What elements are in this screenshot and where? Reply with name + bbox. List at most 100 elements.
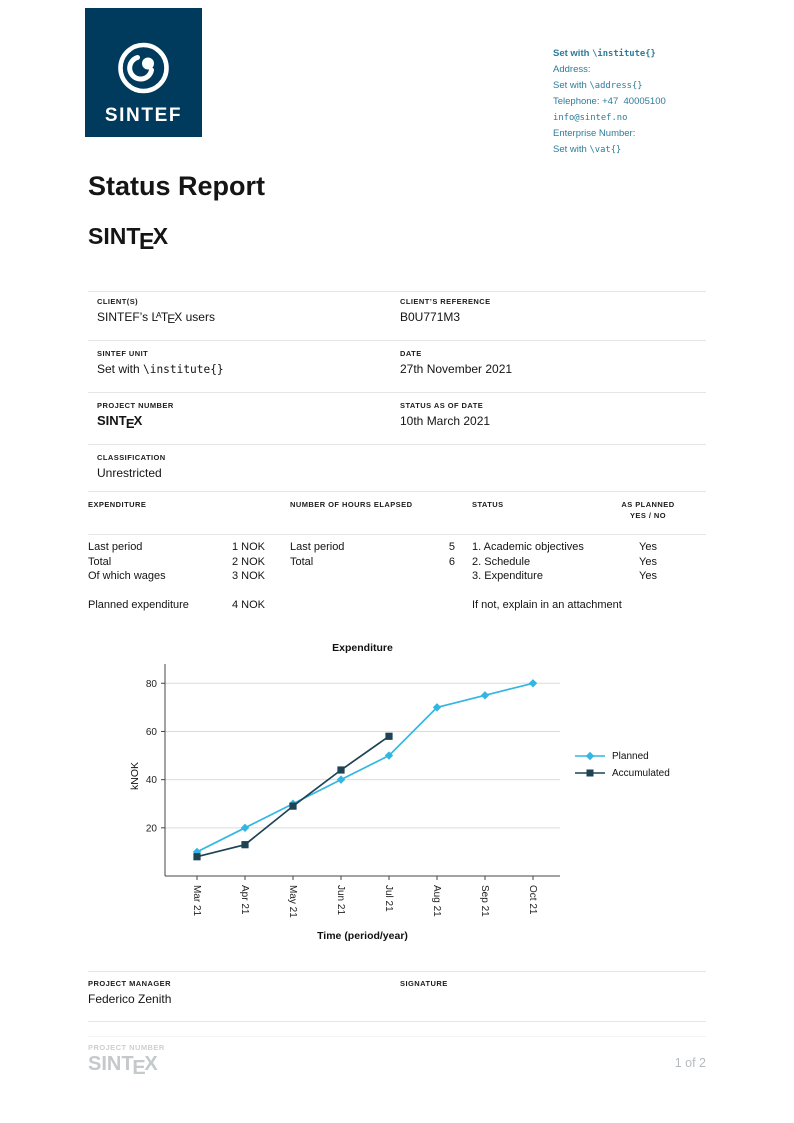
table-row: 1. Academic objectives: [472, 541, 584, 553]
table-row: 3. Expenditure: [472, 570, 543, 583]
divider: [88, 1021, 706, 1022]
date-label: DATE: [400, 349, 422, 358]
row-value: 4 NOK: [231, 598, 265, 611]
divider: [88, 491, 706, 492]
marker-diamond: [240, 823, 250, 833]
contact-enterprise-label: Enterprise Number:: [553, 128, 636, 139]
row-value: 1 NOK: [231, 541, 265, 553]
contact-address: Set with \address{}: [553, 78, 733, 94]
latex-t: T: [160, 310, 169, 324]
table-row: 2. Schedule: [472, 555, 531, 568]
marker-diamond: [528, 679, 538, 688]
marker-diamond: [480, 691, 490, 700]
project-logo-pre: SINT: [88, 223, 141, 249]
series-accumulated: [196, 735, 390, 858]
as-planned-header: AS PLANNED YES / NO: [603, 499, 693, 521]
footer-project-logo: SINTEX: [88, 1053, 158, 1079]
expenditure-header: EXPENDITURE: [88, 500, 147, 509]
row-label: Last period: [88, 541, 143, 553]
divider: [88, 392, 706, 393]
footer-pn-e: E: [132, 1057, 146, 1080]
divider: [88, 340, 706, 341]
as-planned-line1: AS PLANNED: [621, 500, 675, 509]
x-tick-label: Jun 21: [335, 885, 346, 915]
legend-label: Accumulated: [612, 767, 670, 779]
divider: [88, 444, 706, 445]
hours-column: Last period 5 Total 6: [290, 540, 455, 569]
yes-no-value: Yes: [639, 541, 657, 553]
x-tick-label: Sep 21: [479, 885, 490, 917]
as-planned-line2: YES / NO: [629, 511, 667, 520]
contact-institute: Set with \institute{}: [553, 46, 733, 62]
row-label: Total: [88, 555, 112, 568]
project-manager-name: Federico Zenith: [88, 992, 172, 1006]
contact-block: Set with \institute{} Address: Set with …: [553, 46, 733, 158]
sintef-logo-icon: [118, 42, 169, 94]
sintef-logo-text: SINTEF: [104, 105, 183, 126]
page-indicator: 1 of 2: [674, 1056, 706, 1070]
unit-value: Set with \institute{}: [97, 362, 224, 376]
x-tick-label: Jul 21: [383, 885, 394, 912]
table-row: Total 2 NOK: [88, 555, 265, 570]
y-tick-label: 60: [146, 727, 158, 738]
status-column: 1. Academic objectives 2. Schedule 3. Ex…: [472, 540, 622, 612]
clients-value: SINTEF’s LATEX users: [97, 310, 215, 327]
row-label: Of which wages: [88, 570, 166, 583]
contact-email: info@sintef.no: [553, 113, 628, 123]
project-number-value: SINTEX: [97, 413, 143, 431]
hours-header: NUMBER OF HOURS ELAPSED: [290, 500, 413, 509]
clients-value-pre: SINTEF’s: [97, 310, 152, 324]
marker-square: [289, 802, 297, 810]
client-ref-label: CLIENT’S REFERENCE: [400, 297, 491, 306]
project-number-label: PROJECT NUMBER: [97, 401, 174, 410]
legend-marker-icon: [575, 751, 605, 761]
vat-command: \vat{}: [589, 145, 622, 155]
status-note: If not, explain in an attachment: [472, 598, 622, 611]
row-value: 6: [448, 555, 455, 568]
legend-label: Planned: [612, 750, 649, 762]
project-manager-label: PROJECT MANAGER: [88, 979, 172, 988]
pn-post: X: [133, 413, 143, 428]
pn-e: E: [125, 415, 135, 431]
table-row: Last period 5: [290, 540, 455, 555]
signature-label: SIGNATURE: [400, 979, 448, 988]
row-label: Total: [290, 555, 314, 568]
latex-x: X: [174, 310, 183, 324]
row-value: 2 NOK: [231, 555, 265, 568]
classification-value: Unrestricted: [97, 466, 162, 480]
marker-diamond: [336, 775, 346, 784]
marker-square: [385, 732, 393, 740]
footer-pn-post: X: [144, 1053, 158, 1075]
footer-project-number-label: PROJECT NUMBER: [88, 1043, 165, 1052]
latex-e: E: [167, 312, 176, 327]
marker-square: [337, 766, 345, 774]
chart-x-axis-label: Time (period/year): [317, 930, 408, 942]
status-date-value: 10th March 2021: [400, 414, 491, 428]
marker-square: [241, 841, 249, 849]
project-logo-e: E: [139, 227, 155, 254]
marker-square: [193, 853, 201, 861]
expenditure-column: Last period 1 NOK Total 2 NOK Of which wag…: [88, 540, 265, 612]
contact-institute-prefix: Set with: [553, 48, 593, 59]
marker-diamond: [432, 703, 442, 712]
expenditure-chart-svg: 20 40 60 80 Mar 21 Apr 21 May 21 Jun 21 Jul 21 Au…: [146, 664, 560, 918]
project-logo: SINTEX: [88, 223, 168, 254]
page-title: Status Report: [88, 171, 266, 201]
legend-marker-icon: [575, 769, 605, 777]
chart-legend: Planned Accumulated: [575, 750, 670, 779]
clients-label: CLIENT(S): [97, 297, 139, 306]
latex-l: L: [151, 310, 159, 324]
legend-entry: Accumulated: [575, 767, 670, 779]
unit-label: SINTEF UNIT: [97, 349, 149, 358]
pn-pre: SINT: [97, 413, 127, 428]
table-row: Last period 1 NOK: [88, 540, 265, 555]
divider: [88, 534, 706, 535]
latex-logo: LATEX: [151, 310, 183, 327]
row-label: Planned expenditure: [88, 598, 189, 611]
table-row: Of which wages 3 NOK: [88, 569, 265, 584]
row-label: Last period: [290, 541, 345, 553]
x-tick-label: May 21: [287, 885, 298, 918]
x-tick-label: Mar 21: [191, 885, 202, 917]
expenditure-chart: Expenditure kNOK 20 40 60 80 Mar 21 Apr 21 May…: [88, 638, 728, 950]
row-value: 5: [448, 541, 455, 553]
